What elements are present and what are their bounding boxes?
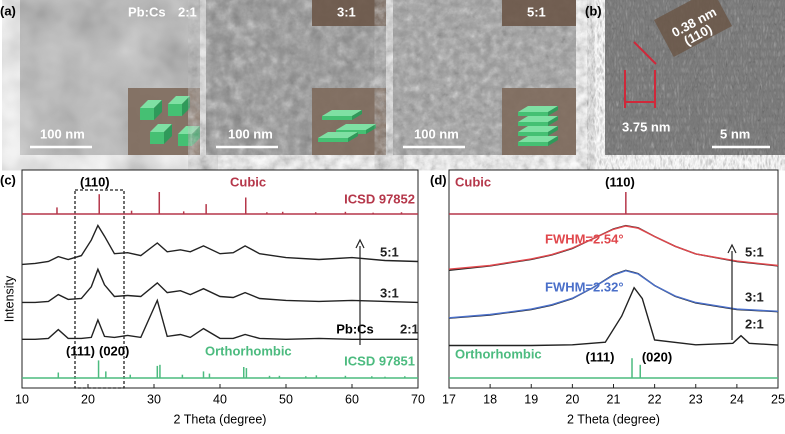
scale-bar-label: 100 nm bbox=[40, 126, 85, 141]
hrtem-image bbox=[605, 0, 785, 155]
reference-label: ICSD 97852 bbox=[344, 191, 415, 206]
tem-image bbox=[20, 0, 200, 155]
annotation: (111) bbox=[66, 343, 95, 358]
x-tick-label: 30 bbox=[147, 392, 161, 406]
scale-bar-label: 100 nm bbox=[228, 126, 273, 141]
image-label: Pb:Cs bbox=[128, 4, 166, 19]
series-label: 2:1 bbox=[400, 321, 419, 336]
x-tick-label: 21 bbox=[607, 392, 621, 406]
x-tick-label: 50 bbox=[279, 392, 293, 406]
series-label: 2:1 bbox=[745, 316, 764, 331]
xrd-curve bbox=[22, 298, 418, 341]
panel-label: (d) bbox=[430, 172, 447, 187]
x-tick-label: 23 bbox=[689, 392, 703, 406]
annotation: (111) bbox=[586, 349, 615, 364]
lattice-label: 3.75 nm bbox=[622, 119, 670, 134]
x-axis-label: 2 Theta (degree) bbox=[174, 412, 267, 426]
arrow-head bbox=[727, 243, 737, 254]
x-tick-label: 20 bbox=[81, 392, 95, 406]
image-label: 2:1 bbox=[178, 4, 197, 19]
x-tick-label: 19 bbox=[524, 392, 538, 406]
reference-name: Cubic bbox=[230, 174, 266, 189]
scale-bar-label: 5 nm bbox=[720, 126, 750, 141]
x-tick-label: 60 bbox=[345, 392, 359, 406]
panel-label: (a) bbox=[0, 3, 16, 18]
arrow-head bbox=[355, 238, 365, 249]
annotation: (020) bbox=[99, 343, 129, 358]
xrd-curve bbox=[448, 269, 779, 319]
reference-name: Orthorhombic bbox=[455, 346, 542, 361]
panel-label: (c) bbox=[0, 172, 16, 187]
series-label: 3:1 bbox=[380, 285, 399, 300]
reference-name: Cubic bbox=[455, 174, 491, 189]
x-tick-label: 20 bbox=[565, 392, 579, 406]
x-axis-label: 2 Theta (degree) bbox=[567, 412, 660, 426]
xrd-curve bbox=[449, 286, 779, 347]
annotation: Pb:Cs bbox=[336, 321, 374, 336]
image-label: 5:1 bbox=[527, 4, 546, 19]
image-label: 3:1 bbox=[337, 4, 356, 19]
x-tick-label: 18 bbox=[483, 392, 497, 406]
reference-name: Orthorhombic bbox=[205, 343, 292, 358]
x-tick-label: 24 bbox=[730, 392, 744, 406]
series-label: 5:1 bbox=[745, 244, 764, 259]
x-tick-label: 17 bbox=[442, 392, 456, 406]
x-tick-label: 10 bbox=[15, 392, 29, 406]
annotation: (020) bbox=[642, 349, 672, 364]
x-tick-label: 40 bbox=[213, 392, 227, 406]
scale-bar-label: 100 nm bbox=[414, 126, 459, 141]
series-label: 5:1 bbox=[380, 244, 399, 259]
panel-label: (b) bbox=[585, 3, 602, 18]
series-label: FWHM=2.32° bbox=[545, 279, 624, 294]
xrd-curve bbox=[22, 267, 419, 304]
x-tick-label: 22 bbox=[648, 392, 662, 406]
xrd-curve bbox=[21, 224, 419, 266]
xrd-curve bbox=[448, 225, 779, 270]
series-label: FWHM=2.54° bbox=[545, 231, 624, 246]
tem-image bbox=[393, 0, 576, 155]
y-axis-label: Intensity bbox=[2, 275, 16, 322]
annotation: (110) bbox=[80, 174, 110, 189]
reference-label: ICSD 97851 bbox=[344, 353, 415, 368]
tem-image bbox=[206, 0, 386, 155]
x-tick-label: 70 bbox=[411, 392, 425, 406]
series-label: 3:1 bbox=[745, 289, 764, 304]
x-tick-label: 25 bbox=[771, 392, 785, 406]
annotation: (110) bbox=[605, 174, 635, 189]
